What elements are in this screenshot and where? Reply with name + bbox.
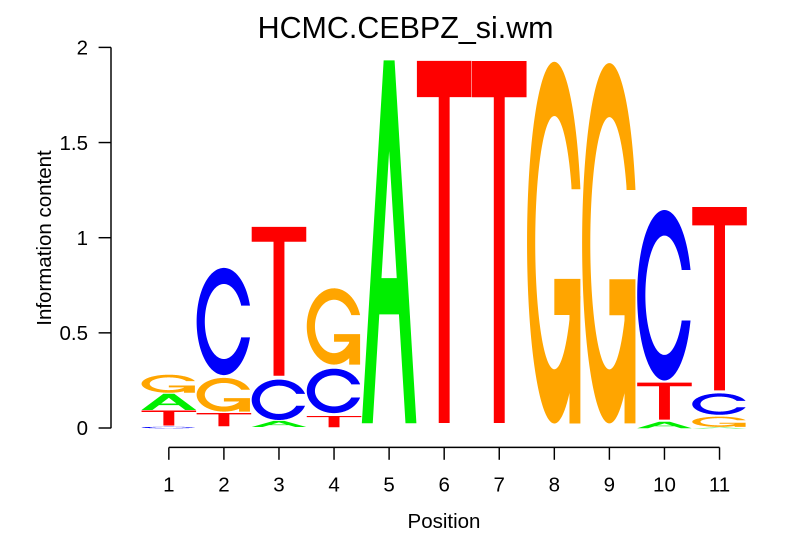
svg-text:Position: Position [408, 510, 481, 533]
svg-text:10: 10 [653, 474, 676, 497]
svg-text:7: 7 [494, 474, 505, 497]
svg-text:3: 3 [273, 474, 284, 497]
svg-text:6: 6 [438, 474, 449, 497]
svg-text:0.5: 0.5 [60, 322, 89, 345]
svg-text:Information content: Information content [33, 150, 56, 326]
svg-text:9: 9 [604, 474, 615, 497]
svg-text:1: 1 [163, 474, 174, 497]
svg-text:11: 11 [709, 474, 730, 497]
svg-text:8: 8 [549, 474, 560, 497]
svg-text:2: 2 [218, 474, 229, 497]
svg-text:4: 4 [328, 474, 339, 497]
svg-text:1: 1 [77, 227, 88, 250]
svg-text:2: 2 [77, 37, 88, 60]
svg-text:HCMC.CEBPZ_si.wm: HCMC.CEBPZ_si.wm [258, 11, 554, 45]
svg-text:0: 0 [77, 417, 88, 440]
svg-text:5: 5 [383, 474, 394, 497]
svg-text:1.5: 1.5 [60, 132, 89, 155]
